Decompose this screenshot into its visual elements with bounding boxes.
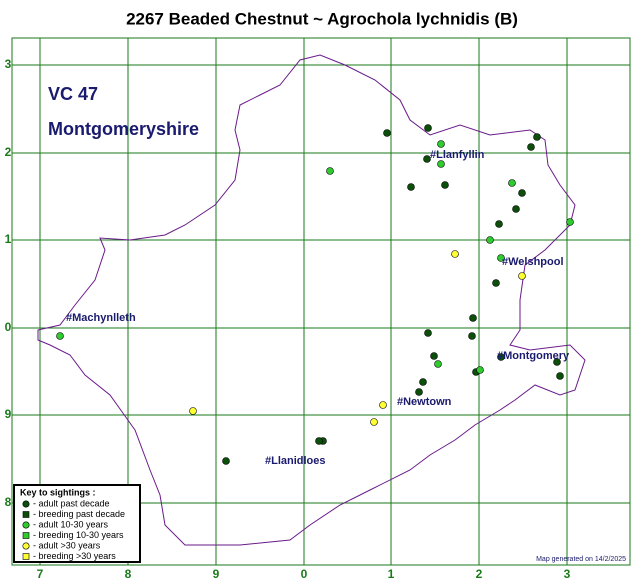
key-label: - adult 10-30 years: [33, 519, 109, 529]
sighting-dot: [437, 140, 445, 148]
sighting-dot: [424, 124, 432, 132]
sighting-dot: [486, 236, 494, 244]
sighting-dot: [407, 183, 415, 191]
sighting-dot: [383, 129, 391, 137]
sighting-dot: [556, 372, 564, 380]
key-symbol: [22, 542, 30, 550]
sighting-dot: [415, 388, 423, 396]
grid-label-x: 8: [125, 567, 132, 581]
key-items: - adult past decade- breeding past decad…: [22, 498, 125, 561]
sighting-dot: [379, 401, 387, 409]
sighting-dot: [533, 133, 541, 141]
grid-label-x: 1: [388, 567, 395, 581]
grid-label-y: 8: [5, 495, 12, 509]
place-label: #Welshpool: [502, 256, 564, 268]
grid-label-y: 2: [5, 145, 12, 159]
key-symbol: [22, 500, 30, 508]
place-label: #Newtown: [397, 396, 452, 408]
sighting-dot: [424, 329, 432, 337]
grid-label-x: 3: [564, 567, 571, 581]
grid-label-x: 0: [301, 567, 308, 581]
sighting-dot: [518, 272, 526, 280]
map-frame: [11, 37, 631, 566]
key-label: - adult >30 years: [33, 540, 101, 550]
sighting-dot: [434, 360, 442, 368]
grid-label-y: 0: [5, 320, 12, 334]
sighting-dot: [497, 353, 505, 361]
sighting-dot: [468, 332, 476, 340]
key-label: - adult past decade: [33, 498, 110, 508]
county-boundary: [37, 54, 586, 546]
sighting-dot: [441, 181, 449, 189]
sighting-dot: [492, 279, 500, 287]
sighting-dot: [430, 352, 438, 360]
grid-label-y: 3: [5, 57, 12, 71]
key-label: - breeding 10-30 years: [33, 530, 124, 540]
sightings: [56, 124, 574, 465]
sighting-dot: [508, 179, 516, 187]
footer: Map generated on 14/2/2025: [536, 556, 626, 563]
sighting-dot: [222, 457, 230, 465]
sighting-dot: [370, 418, 378, 426]
sighting-dot: [326, 167, 334, 175]
sighting-dot: [419, 378, 427, 386]
sighting-dot: [518, 189, 526, 197]
sighting-dot: [56, 332, 64, 340]
sighting-dot: [512, 205, 520, 213]
sighting-dot: [476, 366, 484, 374]
places: #Llanfyllin #Welshpool #Machynlleth #Montgo…: [66, 149, 570, 467]
key-symbol: [22, 553, 30, 560]
place-label: #Llanidloes: [265, 455, 326, 467]
grid-label-y: 1: [5, 232, 12, 246]
key-symbol: [22, 521, 30, 529]
sighting-dot: [495, 220, 503, 228]
key-symbol: [22, 511, 30, 518]
sighting-dot: [423, 155, 431, 163]
region-code: VC 47: [48, 84, 98, 104]
key-title: Key to sightings :: [20, 487, 96, 497]
grid-label-x: 9: [213, 567, 220, 581]
key-label: - breeding >30 years: [33, 551, 116, 561]
sighting-dot: [315, 437, 323, 445]
grid-label-x: 7: [37, 567, 44, 581]
grid-label-y: 9: [5, 407, 12, 421]
sighting-dot: [553, 358, 561, 366]
sighting-dot: [451, 250, 459, 258]
sighting-dot: [189, 407, 197, 415]
key-label: - breeding past decade: [33, 509, 125, 519]
sighting-dot: [527, 143, 535, 151]
key-symbol: [22, 532, 30, 539]
title: 2267 Beaded Chestnut ~ Agrochola lychnid…: [126, 9, 518, 28]
sighting-dot: [497, 254, 505, 262]
sighting-dot: [566, 218, 574, 226]
region-name: Montgomeryshire: [48, 119, 199, 139]
place-label: #Montgomery: [497, 350, 570, 362]
place-label: #Llanfyllin: [430, 149, 485, 161]
sighting-dot: [437, 160, 445, 168]
place-label: #Machynlleth: [66, 312, 136, 324]
key-box: [13, 484, 141, 563]
grid-label-x: 2: [476, 567, 483, 581]
sighting-dot: [469, 314, 477, 322]
